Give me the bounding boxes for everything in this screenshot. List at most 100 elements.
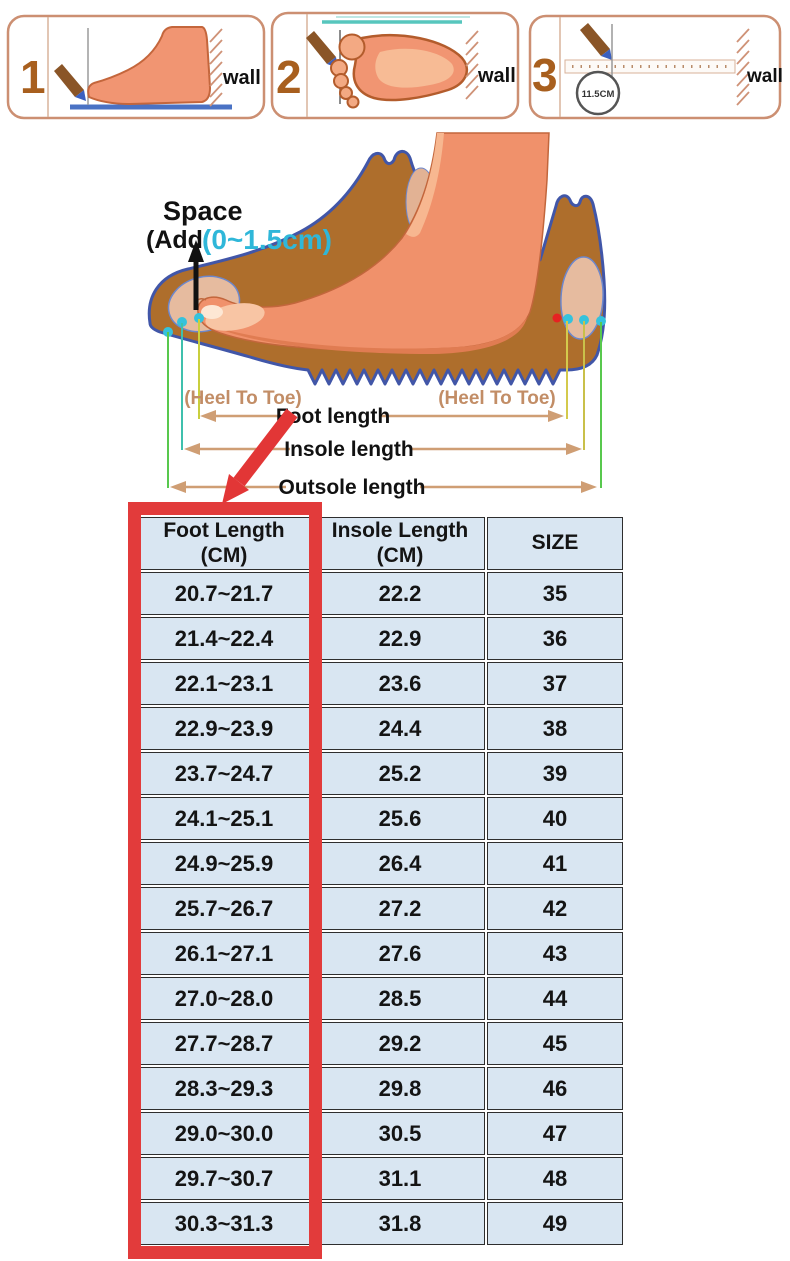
header-size: SIZE [487, 517, 623, 570]
toe [333, 73, 349, 89]
table-row: 29.7~30.7 31.1 48 [135, 1157, 623, 1200]
insole-length-cell: 24.4 [315, 707, 485, 750]
heel-marker-red [552, 313, 562, 323]
table-row: 22.1~23.1 23.6 37 [135, 662, 623, 705]
foot-side-illustration [87, 26, 212, 106]
foot-length-cell: 26.1~27.1 [135, 932, 313, 975]
foot-length-cell: 23.7~24.7 [135, 752, 313, 795]
header-line: (CM) [200, 543, 248, 567]
instruction-panel-2: 2 wall [270, 11, 520, 120]
big-toe [338, 33, 366, 61]
insole-length-cell: 31.8 [315, 1202, 485, 1245]
size-cell: 45 [487, 1022, 623, 1065]
table-row: 25.7~26.7 27.2 42 [135, 887, 623, 930]
table-row: 28.3~29.3 29.8 46 [135, 1067, 623, 1110]
table-row: 22.9~23.9 24.4 38 [135, 707, 623, 750]
foot-length-cell: 25.7~26.7 [135, 887, 313, 930]
space-range-label: (0~1.5cm) [202, 224, 332, 255]
foot-length-cell: 24.1~25.1 [135, 797, 313, 840]
ruler-mark-label: 11.5CM [582, 89, 615, 100]
foot-length-cell: 29.0~30.0 [135, 1112, 313, 1155]
foot-length-cell: 20.7~21.7 [135, 572, 313, 615]
measurement-instructions-strip: 1 wall 2 [6, 11, 783, 120]
foot-measurement-diagram: Space (Add (0~1.5cm) (Heel To Toe) [146, 132, 607, 504]
header-foot-length: Foot Length (CM) [135, 517, 313, 570]
table-row: 23.7~24.7 25.2 39 [135, 752, 623, 795]
ruler-mark-circle [575, 70, 621, 116]
table-row: 24.9~25.9 26.4 41 [135, 842, 623, 885]
insole-length-cell: 23.6 [315, 662, 485, 705]
insole-length-cell: 29.8 [315, 1067, 485, 1110]
extension-lines [167, 319, 602, 488]
table-row: 27.7~28.7 29.2 45 [135, 1022, 623, 1065]
table-row: 21.4~22.4 22.9 36 [135, 617, 623, 660]
size-cell: 40 [487, 797, 623, 840]
insole-length-label: Insole length [284, 438, 414, 461]
step-number: 2 [276, 51, 302, 103]
foot-length-cell: 27.0~28.0 [135, 977, 313, 1020]
foot-length-dimension: Foot length [200, 405, 564, 428]
heel-to-toe-right-label: (Heel To Toe) [438, 388, 556, 409]
foot-shading [210, 317, 527, 355]
foot-illustration [195, 132, 550, 355]
size-cell: 43 [487, 932, 623, 975]
wall-label: wall [477, 65, 516, 87]
step-number: 3 [532, 49, 558, 101]
table-row: 27.0~28.0 28.5 44 [135, 977, 623, 1020]
header-line: Foot Length [163, 518, 285, 542]
measurement-markers [163, 313, 606, 337]
size-cell: 38 [487, 707, 623, 750]
size-table-body: 20.7~21.7 22.2 35 21.4~22.4 22.9 36 22.1… [135, 572, 623, 1245]
foot-length-cell: 28.3~29.3 [135, 1067, 313, 1110]
table-row: 26.1~27.1 27.6 43 [135, 932, 623, 975]
insole-length-cell: 30.5 [315, 1112, 485, 1155]
insole-length-cell: 25.6 [315, 797, 485, 840]
table-row: 29.0~30.0 30.5 47 [135, 1112, 623, 1155]
size-table-header-row: Foot Length (CM) Insole Length (CM) SIZE [135, 517, 623, 570]
insole-length-cell: 31.1 [315, 1157, 485, 1200]
wall-label: wall [222, 67, 261, 89]
insole-length-cell: 29.2 [315, 1022, 485, 1065]
header-insole-length: Insole Length (CM) [315, 517, 485, 570]
size-cell: 41 [487, 842, 623, 885]
header-line: (CM) [376, 543, 424, 567]
table-row: 24.1~25.1 25.6 40 [135, 797, 623, 840]
pencil-icon [54, 64, 86, 101]
foot-length-cell: 27.7~28.7 [135, 1022, 313, 1065]
insole-length-cell: 27.6 [315, 932, 485, 975]
insole-length-cell: 26.4 [315, 842, 485, 885]
step-number: 1 [20, 51, 46, 103]
wall-label: wall [746, 66, 783, 87]
insole-length-cell: 27.2 [315, 887, 485, 930]
foot-length-cell: 30.3~31.3 [135, 1202, 313, 1245]
shin-highlight [406, 133, 444, 237]
size-cell: 44 [487, 977, 623, 1020]
foot-length-cell: 22.1~23.1 [135, 662, 313, 705]
insole-length-cell: 22.9 [315, 617, 485, 660]
header-line: Insole Length [331, 518, 469, 542]
foot-length-cell: 29.7~30.7 [135, 1157, 313, 1200]
foot-length-cell: 22.9~23.9 [135, 707, 313, 750]
size-cell: 48 [487, 1157, 623, 1200]
toe-tip-highlight [201, 305, 223, 319]
toe [339, 86, 353, 100]
header-line: SIZE [531, 531, 579, 555]
size-cell: 36 [487, 617, 623, 660]
pencil-icon [580, 23, 612, 60]
instruction-panel-3: 3 11.5CM wall [528, 14, 783, 120]
size-cell: 35 [487, 572, 623, 615]
wall-hatch [465, 30, 479, 100]
space-up-arrow [188, 240, 204, 310]
table-row: 30.3~31.3 31.8 49 [135, 1202, 623, 1245]
size-cell: 49 [487, 1202, 623, 1245]
toe [346, 95, 360, 109]
outsole-length-dimension: Outsole length [170, 476, 597, 499]
foot-length-label: Foot length [276, 405, 390, 428]
heel-to-toe-left-label: (Heel To Toe) [184, 388, 302, 409]
instruction-panel-1: 1 wall [6, 14, 266, 120]
wall-hatch [209, 28, 223, 107]
insole-length-cell: 25.2 [315, 752, 485, 795]
wall-hatch [736, 28, 750, 106]
insole-length-dimension: Insole length [184, 438, 582, 461]
